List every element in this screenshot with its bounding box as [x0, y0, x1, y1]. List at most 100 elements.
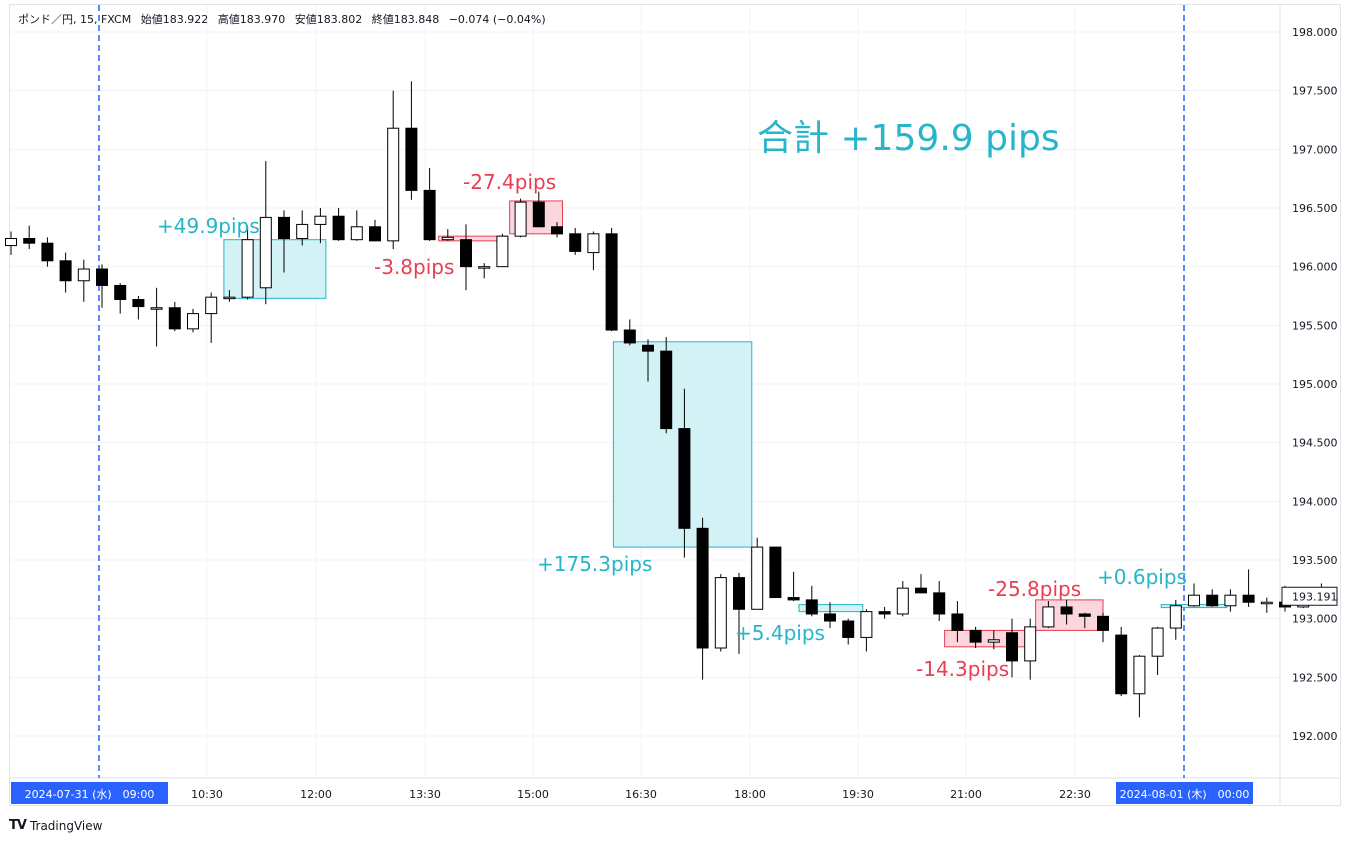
current-price-label: 193.191 [1292, 590, 1338, 603]
x-tick-label: 18:00 [734, 788, 766, 801]
candle-body[interactable] [441, 236, 454, 241]
candle-body[interactable] [660, 350, 673, 430]
candle-body[interactable] [1042, 606, 1055, 628]
candle-body[interactable] [933, 592, 946, 615]
candle-body[interactable] [350, 226, 363, 241]
trade-result-label: +0.6pips [1097, 565, 1187, 589]
candle-body[interactable] [41, 242, 54, 262]
y-tick-label: 196.000 [1292, 261, 1338, 274]
candle-body[interactable] [296, 223, 309, 240]
tradingview-logo[interactable]: 𝗧𝗩 TradingView [9, 818, 102, 833]
candle-body[interactable] [1006, 632, 1018, 662]
candle-body[interactable] [787, 597, 800, 601]
candle-body[interactable] [532, 201, 545, 228]
y-tick-label: 195.000 [1292, 378, 1338, 391]
x-tick-label: 22:30 [1059, 788, 1091, 801]
x-tick-label: 13:30 [409, 788, 441, 801]
candle-body[interactable] [878, 611, 891, 615]
session-date-badge [1116, 782, 1253, 804]
candle-body[interactable] [1206, 594, 1219, 607]
candle-body[interactable] [223, 296, 236, 300]
x-tick-label: 15:00 [517, 788, 549, 801]
candle-body[interactable] [23, 238, 36, 244]
candle-body[interactable] [1260, 601, 1273, 605]
candle-body[interactable] [751, 546, 764, 610]
candle-body[interactable] [332, 215, 345, 241]
candle-body[interactable] [132, 299, 145, 308]
candle-body[interactable] [1060, 606, 1073, 615]
candle-body[interactable] [168, 307, 181, 330]
y-tick-label: 194.500 [1292, 437, 1338, 450]
candle-body[interactable] [460, 239, 472, 268]
current-price-tag [1281, 586, 1338, 606]
candle-body[interactable] [369, 226, 381, 242]
candle-body[interactable] [623, 329, 636, 344]
symbol-legend: ポンド／円, 15, FXCM 始値183.922 高値183.970 安値18… [18, 11, 552, 27]
candle-body[interactable] [59, 260, 72, 282]
candle-body[interactable] [1169, 605, 1182, 629]
candle-body[interactable] [96, 268, 108, 286]
x-tick-label: 21:00 [950, 788, 982, 801]
candle-body[interactable] [1133, 655, 1146, 695]
candle-body[interactable] [678, 428, 691, 529]
candle-body[interactable] [259, 216, 272, 289]
candle-body[interactable] [605, 233, 618, 331]
candle-body[interactable] [77, 268, 90, 282]
candle-body[interactable] [714, 577, 727, 649]
y-tick-label: 193.000 [1292, 613, 1338, 626]
y-tick-label: 197.500 [1292, 85, 1338, 98]
candle-body[interactable] [114, 284, 127, 301]
candle-body[interactable] [478, 266, 491, 269]
candle-body[interactable] [1097, 615, 1109, 631]
y-tick-label: 193.500 [1292, 554, 1338, 567]
session-date-label: 2024-07-31 (水) 09:00 [25, 788, 155, 801]
trade-result-label: -25.8pips [988, 577, 1081, 601]
candle-body[interactable] [205, 296, 218, 315]
trade-box [223, 239, 327, 299]
y-tick-label: 194.000 [1292, 495, 1338, 508]
candle-body[interactable] [278, 216, 290, 240]
y-tick-label: 195.500 [1292, 319, 1338, 332]
candle-body[interactable] [1242, 594, 1255, 603]
candle-body[interactable] [733, 577, 745, 610]
candle-body[interactable] [896, 587, 909, 615]
candle-body[interactable] [769, 546, 782, 599]
symbol-name[interactable]: ポンド／円, 15, FXCM [18, 13, 132, 26]
candle-body[interactable] [842, 620, 855, 638]
candle-body[interactable] [1151, 627, 1164, 657]
x-tick-label: 19:30 [842, 788, 874, 801]
candle-body[interactable] [969, 629, 982, 643]
candle-body[interactable] [805, 599, 818, 615]
candle-body[interactable] [987, 639, 1000, 643]
candle-body[interactable] [915, 587, 927, 594]
candle-body[interactable] [860, 611, 873, 638]
candle-body[interactable] [696, 527, 709, 649]
candle-body[interactable] [951, 613, 964, 631]
trade-result-label: -27.4pips [463, 170, 556, 194]
candle-body[interactable] [642, 344, 654, 352]
candle-body[interactable] [496, 235, 509, 268]
candle-body[interactable] [387, 127, 400, 242]
y-tick-label: 196.500 [1292, 202, 1338, 215]
candle-body[interactable] [514, 201, 527, 237]
candle-body[interactable] [5, 238, 17, 247]
candle-body[interactable] [423, 189, 436, 241]
trade-result-label: +49.9pips [157, 214, 260, 238]
x-tick-label: 12:00 [300, 788, 332, 801]
chart-frame[interactable] [9, 4, 1341, 806]
candle-body[interactable] [1188, 594, 1200, 607]
candle-body[interactable] [1078, 613, 1091, 617]
candle-body[interactable] [1224, 594, 1237, 607]
candle-body[interactable] [551, 226, 563, 235]
candle-body[interactable] [405, 127, 418, 191]
candle-body[interactable] [1115, 634, 1128, 695]
candle-body[interactable] [187, 313, 199, 330]
candle-body[interactable] [587, 233, 600, 254]
candle-body[interactable] [241, 239, 254, 298]
candle-body[interactable] [824, 613, 836, 622]
candle-body[interactable] [569, 233, 582, 252]
candle-body[interactable] [1024, 626, 1037, 662]
candle-body[interactable] [314, 215, 327, 225]
candle-body[interactable] [150, 307, 163, 310]
